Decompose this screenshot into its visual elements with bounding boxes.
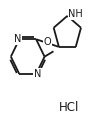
Text: O: O: [44, 37, 51, 47]
Text: NH: NH: [68, 9, 83, 19]
Text: HCl: HCl: [59, 101, 79, 114]
Text: N: N: [14, 34, 21, 44]
Text: N: N: [34, 69, 41, 79]
